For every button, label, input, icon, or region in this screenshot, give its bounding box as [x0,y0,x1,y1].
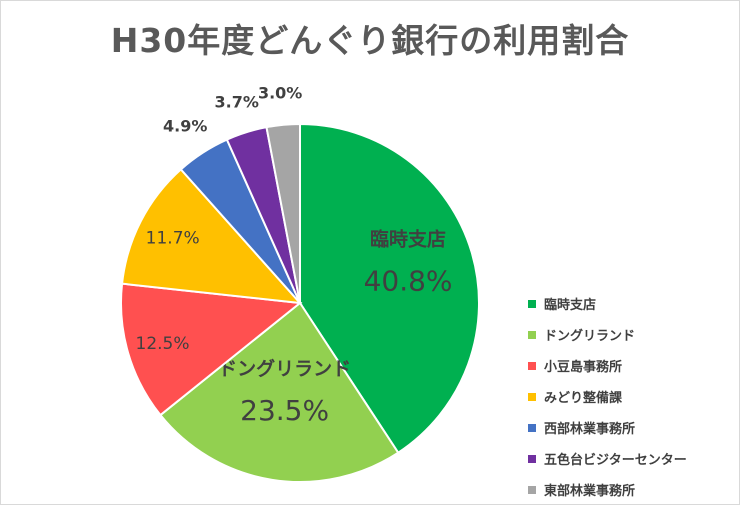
slice-value-label-4: 11.7% [146,228,200,248]
pie-slice-7 [265,122,301,304]
legend-label: 西部林業事務所 [544,422,636,437]
legend-label: 東部林業事務所 [544,484,636,499]
legend-swatch [528,299,536,308]
slice-name-label-2: ドングリランド [218,357,351,380]
legend-swatch [528,330,536,339]
legend-item-7: 東部林業事務所 [528,474,687,505]
slice-value-label-3: 12.5% [136,334,190,354]
legend-item-5: 西部林業事務所 [528,412,687,443]
legend-label: 五色台ビジターセンター [544,453,687,468]
pie-slice-2 [158,301,400,483]
slice-value-label-6: 3.7% [214,92,258,111]
legend-label: 臨時支店 [544,298,597,313]
chart-legend: 臨時支店ドングリランド 小豆島事務所 みどり整備課 西部林業事務所五色台ビジターセンタ… [528,288,687,505]
slice-value-label-2: 23.5% [240,394,329,427]
pie-slice-4 [120,167,303,305]
legend-item-6: 五色台ビジターセンター [528,443,687,474]
pie-slice-3 [120,282,303,417]
legend-label: みどり整備課 [544,391,623,406]
legend-item-3: 小豆島事務所 [528,350,687,381]
legend-item-2: ドングリランド [528,319,687,350]
legend-swatch [528,485,536,494]
slice-name-label-1: 臨時支店 [370,228,446,251]
legend-swatch [528,392,536,401]
slice-value-label-7: 3.0% [258,84,302,103]
legend-swatch [528,454,536,463]
slice-value-label-5: 4.9% [163,117,207,136]
chart-title: H30年度どんぐり銀行の利用割合 [110,21,630,60]
legend-item-4: みどり整備課 [528,381,687,412]
legend-swatch [528,423,536,432]
legend-label: ドングリランド [544,329,636,344]
slice-value-label-1: 40.8% [364,265,453,298]
legend-item-1: 臨時支店 [528,288,687,319]
legend-label: 小豆島事務所 [544,360,623,375]
legend-swatch [528,361,536,370]
